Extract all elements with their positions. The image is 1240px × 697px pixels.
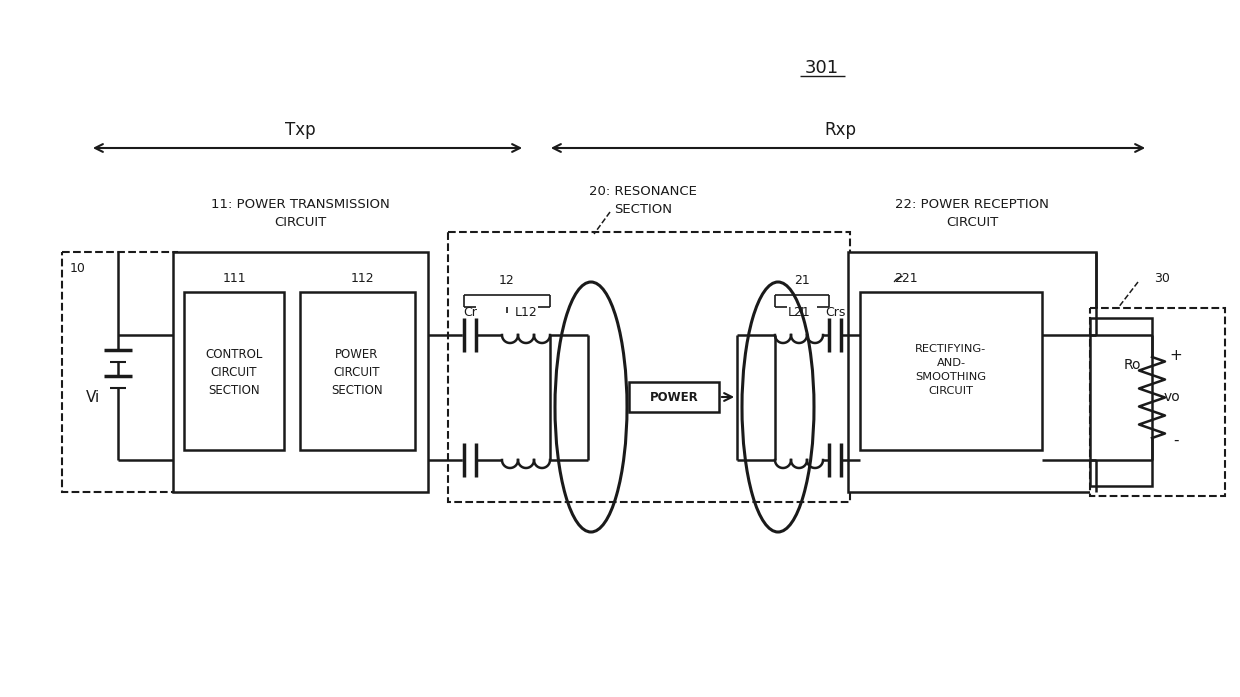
Text: 221: 221 — [894, 272, 918, 284]
Text: POWER
CIRCUIT
SECTION: POWER CIRCUIT SECTION — [331, 348, 383, 397]
Text: 22: POWER RECEPTION
CIRCUIT: 22: POWER RECEPTION CIRCUIT — [895, 197, 1049, 229]
Text: 10: 10 — [69, 262, 86, 275]
Bar — [848, 252, 1096, 492]
Bar — [1090, 318, 1152, 486]
Text: 112: 112 — [350, 272, 373, 284]
Bar — [62, 252, 177, 492]
Text: RECTIFYING-
AND-
SMOOTHING
CIRCUIT: RECTIFYING- AND- SMOOTHING CIRCUIT — [915, 344, 987, 396]
Text: 20: RESONANCE
SECTION: 20: RESONANCE SECTION — [589, 185, 697, 215]
Bar — [629, 382, 719, 412]
Bar — [1090, 308, 1225, 496]
Bar — [861, 292, 1042, 450]
Bar — [184, 292, 284, 450]
Text: L12: L12 — [515, 305, 537, 319]
Text: -: - — [1173, 433, 1179, 447]
Text: Crs: Crs — [825, 305, 846, 319]
Text: 21: 21 — [794, 273, 810, 286]
Text: 11: POWER TRANSMISSION
CIRCUIT: 11: POWER TRANSMISSION CIRCUIT — [211, 197, 389, 229]
Text: Rxp: Rxp — [825, 121, 856, 139]
Bar — [448, 232, 849, 502]
Text: +: + — [1169, 348, 1183, 362]
Text: 30: 30 — [1154, 272, 1169, 284]
Text: Cr: Cr — [463, 305, 477, 319]
Text: 301: 301 — [805, 59, 839, 77]
Text: Txp: Txp — [285, 121, 315, 139]
Text: L21: L21 — [787, 305, 811, 319]
Bar — [174, 252, 428, 492]
Bar — [300, 292, 415, 450]
Text: 12: 12 — [500, 273, 515, 286]
Text: vo: vo — [1163, 390, 1180, 404]
Text: Ro: Ro — [1123, 358, 1141, 372]
Text: 111: 111 — [222, 272, 246, 284]
Text: POWER: POWER — [650, 390, 698, 404]
Text: Vi: Vi — [86, 390, 100, 404]
Text: CONTROL
CIRCUIT
SECTION: CONTROL CIRCUIT SECTION — [206, 348, 263, 397]
